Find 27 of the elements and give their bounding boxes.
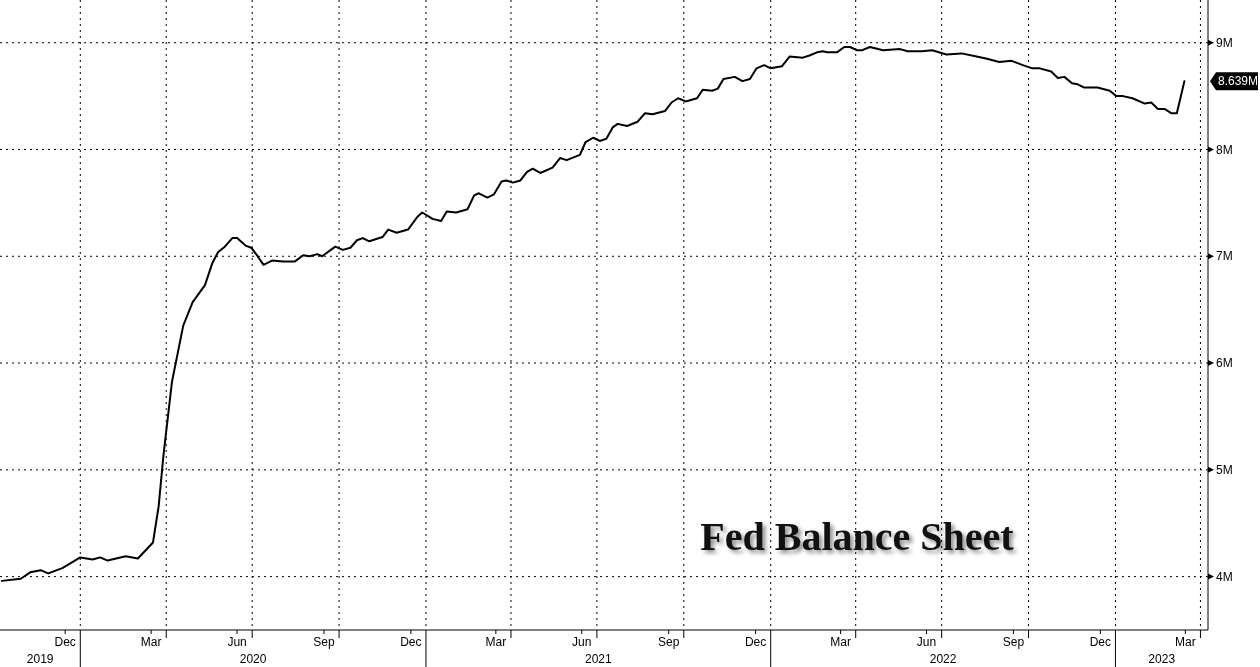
x-tick-label: Mar [830, 635, 851, 649]
x-tick-label: Sep [1002, 635, 1025, 649]
x-tick-label: Sep [658, 635, 680, 649]
y-tick-label: 6M [1216, 356, 1233, 371]
text: 2020 [239, 652, 267, 666]
x-tick-label: Dec [54, 635, 76, 649]
x-tick-label: Mar [1175, 635, 1196, 649]
text: 2022 [929, 652, 957, 666]
x-tick-label: Dec [400, 635, 422, 649]
text: 2021 [584, 652, 612, 666]
text: 2019 [26, 652, 54, 666]
y-tick-label: 4M [1216, 569, 1233, 584]
annotation: 8.639M [1217, 74, 1259, 89]
x-tick-label: Sep [313, 635, 335, 649]
x-tick-label: Jun [916, 635, 937, 649]
x-tick-label: Jun [227, 635, 247, 649]
y-tick-label: 5M [1216, 463, 1233, 478]
x-tick-label: Jun [572, 635, 592, 649]
x-tick-label: Mar [485, 635, 507, 649]
text: 2023 [1148, 652, 1176, 666]
text: Fed Balance Sheet [700, 514, 1015, 559]
x-tick-label: Mar [140, 635, 162, 649]
y-tick-label: 9M [1216, 35, 1233, 50]
x-tick-label: Dec [1089, 635, 1111, 649]
x-tick-label: Dec [744, 635, 767, 649]
y-tick-label: 8M [1216, 142, 1233, 157]
y-tick-label: 7M [1216, 249, 1233, 264]
